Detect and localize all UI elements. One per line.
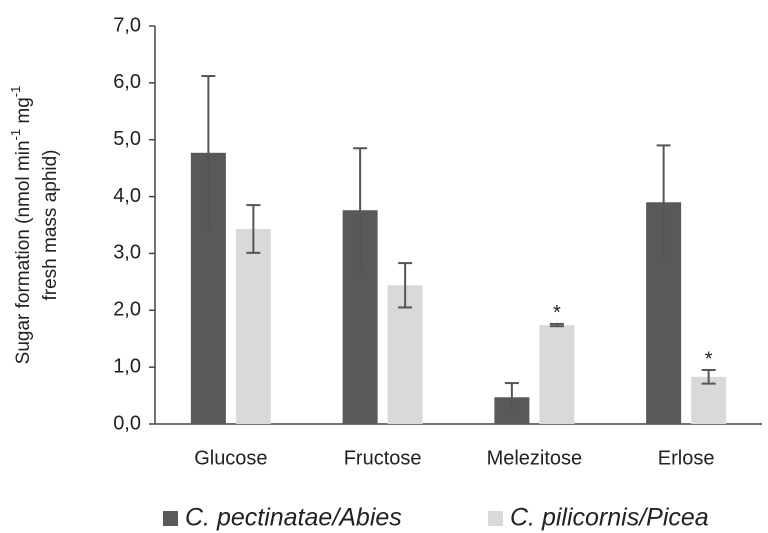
x-tick-label: Fructose <box>344 447 422 469</box>
error-bar <box>549 322 564 328</box>
error-bar <box>353 147 368 274</box>
x-tick-label: Erlose <box>658 447 715 469</box>
y-axis-label-part: Sugar formation (nmol min <box>13 140 34 364</box>
superscript: -1 <box>8 129 23 141</box>
y-axis-label-line: Sugar formation (nmol min-1 mg-1 <box>8 86 34 365</box>
y-tick-label: 1,0 <box>113 355 141 377</box>
y-axis-label-line: fresh mass aphid) <box>40 149 61 300</box>
error-bar <box>656 144 671 261</box>
x-tick-label: Glucose <box>194 447 267 469</box>
bar <box>691 376 727 424</box>
legend-label: C. pilicornis/Picea <box>510 504 709 532</box>
error-bar <box>398 262 413 309</box>
superscript: -1 <box>8 86 23 98</box>
y-tick-label: 7,0 <box>113 14 141 36</box>
y-tick-label: 6,0 <box>113 71 141 93</box>
legend-swatch <box>488 511 503 526</box>
y-tick-label: 2,0 <box>113 299 141 321</box>
y-tick-label: 0,0 <box>113 412 141 434</box>
error-bar <box>701 368 716 385</box>
error-bar <box>201 75 216 231</box>
y-tick-label: 5,0 <box>113 128 141 150</box>
error-bar <box>246 204 261 254</box>
y-axis-label-part: mg <box>13 97 34 129</box>
legend-swatch <box>163 511 178 526</box>
bar <box>235 228 271 424</box>
significance-marker: * <box>553 302 561 324</box>
y-tick-label: 4,0 <box>113 185 141 207</box>
legend-label: C. pectinatae/Abies <box>185 504 402 532</box>
y-tick-label: 3,0 <box>113 242 141 264</box>
error-bar <box>504 382 519 413</box>
significance-marker: * <box>705 348 713 370</box>
x-tick-label: Melezitose <box>487 447 583 469</box>
bar <box>539 325 575 424</box>
